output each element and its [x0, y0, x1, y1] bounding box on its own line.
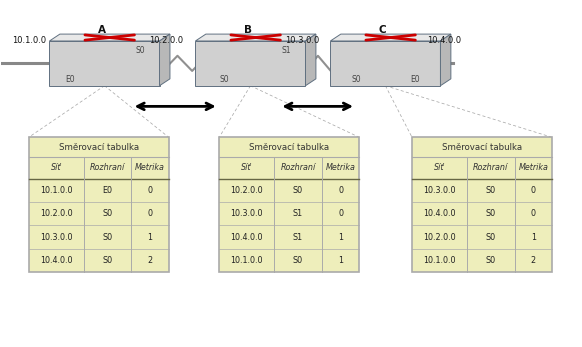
Text: S0: S0 — [102, 209, 112, 218]
Text: S1: S1 — [293, 209, 303, 218]
Text: 0: 0 — [147, 186, 152, 195]
Polygon shape — [441, 34, 451, 86]
Text: 10.1.0.0: 10.1.0.0 — [12, 36, 46, 45]
Text: Metrika: Metrika — [519, 163, 548, 172]
Text: 10.4.0.0: 10.4.0.0 — [423, 209, 456, 218]
Text: S1: S1 — [281, 46, 290, 55]
Text: Síť: Síť — [51, 163, 61, 172]
Text: 10.2.0.0: 10.2.0.0 — [40, 209, 72, 218]
Text: 0: 0 — [531, 186, 536, 195]
Polygon shape — [196, 34, 316, 41]
FancyBboxPatch shape — [412, 137, 552, 272]
Text: Metrika: Metrika — [325, 163, 356, 172]
FancyBboxPatch shape — [29, 137, 169, 272]
Text: S0: S0 — [219, 75, 229, 84]
Text: 10.3.0.0: 10.3.0.0 — [230, 209, 263, 218]
Text: 0: 0 — [338, 209, 343, 218]
Text: 10.2.0.0: 10.2.0.0 — [230, 186, 263, 195]
Text: Směrovací tabulka: Směrovací tabulka — [59, 143, 139, 152]
Text: 10.3.0.0: 10.3.0.0 — [40, 233, 72, 242]
Text: Rozhraní: Rozhraní — [90, 163, 125, 172]
Text: Síť: Síť — [242, 163, 252, 172]
Text: E0: E0 — [410, 75, 420, 84]
Text: 10.4.0.0: 10.4.0.0 — [40, 256, 72, 265]
Text: 10.2.0.0: 10.2.0.0 — [149, 36, 183, 45]
Text: 10.4.0.0: 10.4.0.0 — [230, 233, 263, 242]
Text: 10.2.0.0: 10.2.0.0 — [423, 233, 456, 242]
Polygon shape — [49, 34, 170, 41]
Text: S0: S0 — [486, 186, 496, 195]
Text: Rozhraní: Rozhraní — [473, 163, 509, 172]
Polygon shape — [159, 34, 170, 86]
Text: 10.3.0.0: 10.3.0.0 — [285, 36, 320, 45]
Text: S0: S0 — [486, 256, 496, 265]
Text: 1: 1 — [338, 233, 343, 242]
Polygon shape — [306, 34, 316, 86]
Polygon shape — [331, 34, 451, 41]
Text: 1: 1 — [338, 256, 343, 265]
Text: 10.3.0.0: 10.3.0.0 — [423, 186, 456, 195]
Text: C: C — [379, 25, 386, 35]
Text: Metrika: Metrika — [135, 163, 165, 172]
Text: 1: 1 — [531, 233, 536, 242]
Text: 10.1.0.0: 10.1.0.0 — [423, 256, 456, 265]
Text: S0: S0 — [293, 186, 303, 195]
Text: S0: S0 — [102, 256, 112, 265]
Text: S1: S1 — [293, 233, 303, 242]
Text: Směrovací tabulka: Směrovací tabulka — [249, 143, 329, 152]
Text: 0: 0 — [338, 186, 343, 195]
Text: 2: 2 — [147, 256, 152, 265]
Text: Síť: Síť — [434, 163, 445, 172]
Text: 10.4.0.0: 10.4.0.0 — [427, 36, 462, 45]
Text: S0: S0 — [293, 256, 303, 265]
Polygon shape — [331, 41, 441, 86]
Text: A: A — [98, 25, 105, 35]
Text: B: B — [243, 25, 251, 35]
Text: 0: 0 — [531, 209, 536, 218]
Text: S0: S0 — [136, 46, 146, 55]
Text: E0: E0 — [65, 75, 74, 84]
Text: S0: S0 — [102, 233, 112, 242]
Text: Rozhraní: Rozhraní — [281, 163, 315, 172]
Polygon shape — [49, 41, 159, 86]
Text: 1: 1 — [147, 233, 152, 242]
Text: 10.1.0.0: 10.1.0.0 — [230, 256, 263, 265]
FancyBboxPatch shape — [219, 137, 359, 272]
Text: S0: S0 — [486, 209, 496, 218]
Polygon shape — [196, 41, 306, 86]
Text: 2: 2 — [531, 256, 536, 265]
Text: S0: S0 — [486, 233, 496, 242]
Text: Směrovací tabulka: Směrovací tabulka — [442, 143, 522, 152]
Text: 0: 0 — [147, 209, 152, 218]
Text: E0: E0 — [102, 186, 112, 195]
Text: 10.1.0.0: 10.1.0.0 — [40, 186, 72, 195]
Text: S0: S0 — [351, 75, 361, 84]
